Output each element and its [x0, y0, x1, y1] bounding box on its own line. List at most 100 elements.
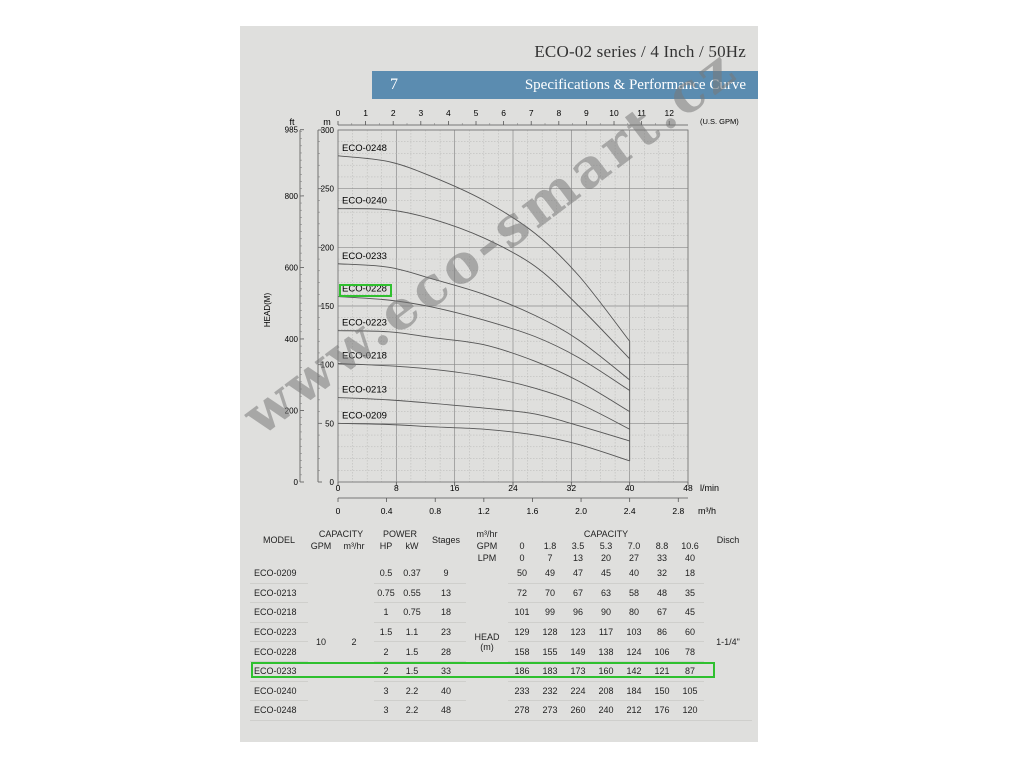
curve-label: ECO-0218	[342, 350, 387, 361]
head-value-cell: 240	[592, 700, 620, 721]
head-value-cell: 117	[592, 622, 620, 643]
head-value-cell: 155	[536, 641, 564, 662]
hp-cell: 0.75	[374, 583, 398, 604]
top-axis-unit: (U.S. GPM)	[700, 117, 739, 126]
head-value-cell: 78	[676, 641, 704, 662]
col-m3hr-header: m³/hr	[343, 541, 365, 551]
head-value-cell: 45	[592, 564, 620, 584]
m-tick-label: 300	[321, 126, 335, 135]
head-value-cell: 86	[648, 622, 676, 643]
col-kw-header: kW	[405, 541, 419, 551]
m-tick-label: 250	[321, 185, 335, 194]
disch-cell: 1-1/4"	[704, 564, 752, 721]
cap-lpm: 0	[519, 553, 525, 563]
table-row: ECO-0209 10 2 0.5 0.37 9 HEAD (m) 50 49 47 45 40 32 18…	[250, 564, 752, 721]
head-value-cell: 173	[564, 661, 592, 682]
head-value-cell: 87	[676, 661, 704, 682]
model-cell: ECO-0223	[250, 622, 308, 643]
head-value-cell: 186	[508, 661, 536, 682]
curve-label: ECO-0248	[342, 143, 387, 154]
curve-eco-0213	[337, 397, 630, 442]
hp-cell: 2	[374, 641, 398, 662]
cap-lpm: 33	[656, 553, 667, 563]
unit-lpm-label: LPM	[477, 553, 497, 563]
hp-cell: 3	[374, 681, 398, 702]
head-value-cell: 40	[620, 564, 648, 584]
head-value-cell: 121	[648, 661, 676, 682]
gpm-tick-label: 3	[418, 108, 423, 118]
table-row: ECO-0228 2 1.5 28 158 155 149 138 124 106 78	[250, 641, 752, 662]
head-value-cell: 60	[676, 622, 704, 643]
y-unit-m: m	[323, 117, 331, 127]
head-value-cell: 184	[620, 681, 648, 702]
curve-label: ECO-0223	[342, 318, 387, 329]
col-capacity2-header: CAPACITY	[583, 529, 629, 539]
head-value-cell: 72	[508, 583, 536, 604]
curve-eco-0240	[337, 208, 630, 360]
stages-cell: 40	[426, 681, 466, 702]
col-capacity-header: CAPACITY	[318, 529, 364, 539]
head-value-cell: 67	[648, 602, 676, 623]
lpm-tick-label: 32	[567, 483, 577, 493]
head-value-cell: 224	[564, 681, 592, 702]
ft-tick-label: 0	[294, 478, 299, 487]
stages-cell: 9	[426, 564, 466, 584]
col-model-header: MODEL	[262, 535, 295, 545]
gpm-tick-label: 2	[391, 108, 396, 118]
table-row: ECO-0240 3 2.2 40 233 232 224 208 184 150 105	[250, 681, 752, 702]
head-value-cell: 105	[676, 681, 704, 702]
gpm-tick-label: 7	[529, 108, 534, 118]
cap-gpm: 1.8	[543, 541, 557, 551]
table-row: ECO-0248 3 2.2 48 278 273 260 240 212 176 120	[250, 700, 752, 721]
gpm-tick-label: 6	[501, 108, 506, 118]
x-unit-m3h: m³/h	[698, 506, 716, 516]
ft-tick-label: 985	[285, 126, 299, 135]
hp-cell: 3	[374, 700, 398, 721]
gpm-tick-label: 10	[609, 108, 619, 118]
table-row: ECO-0218 1 0.75 18 101 99 96 90 80 67 45	[250, 602, 752, 623]
gpm-tick-label: 12	[664, 108, 674, 118]
m3h-tick-label: 0.4	[381, 506, 393, 516]
col-gpm-header: GPM	[310, 541, 332, 551]
head-value-cell: 120	[676, 700, 704, 721]
head-value-cell: 45	[676, 602, 704, 623]
head-value-cell: 50	[508, 564, 536, 584]
cap-lpm: 13	[572, 553, 583, 563]
m-tick-label: 200	[321, 243, 335, 252]
head-value-cell: 176	[648, 700, 676, 721]
lpm-tick-label: 16	[450, 483, 460, 493]
head-value-cell: 233	[508, 681, 536, 702]
section-banner: 7 Specifications & Performance Curve	[372, 71, 758, 99]
gpm-tick-label: 11	[637, 108, 646, 118]
hp-cell: 1	[374, 602, 398, 623]
kw-cell: 0.75	[398, 602, 426, 623]
head-unit: (m)	[480, 641, 494, 652]
curve-label: ECO-0228	[342, 284, 387, 295]
head-value-cell: 35	[676, 583, 704, 604]
cap-gpm: 5.3	[599, 541, 613, 551]
table-body: ECO-0209 10 2 0.5 0.37 9 HEAD (m) 50 49 47 45 40 32 18…	[250, 564, 752, 721]
head-value-cell: 32	[648, 564, 676, 584]
gpm-tick-label: 8	[556, 108, 561, 118]
ft-tick-label: 200	[285, 406, 299, 415]
y-unit-ft: ft	[289, 117, 295, 127]
curve-eco-0218	[337, 363, 630, 430]
chart-curves	[337, 155, 631, 462]
gpm-merged-cell: 10	[308, 564, 334, 721]
head-value-cell: 273	[536, 700, 564, 721]
head-value-cell: 149	[564, 641, 592, 662]
head-value-cell: 103	[620, 622, 648, 643]
cap-gpm: 3.5	[571, 541, 585, 551]
model-cell: ECO-0233	[250, 661, 308, 682]
col-disch-header: Disch	[716, 535, 740, 545]
cap-gpm: 8.8	[655, 541, 669, 551]
x-unit-lpm: l/min	[700, 483, 719, 493]
kw-cell: 0.55	[398, 583, 426, 604]
model-cell: ECO-0209	[250, 564, 308, 584]
head-value-cell: 47	[564, 564, 592, 584]
curve-label: ECO-0213	[342, 385, 387, 396]
model-cell: ECO-0248	[250, 700, 308, 721]
chart-curve-labels: ECO-0248 ECO-0240 ECO-0233 ECO-0228 ECO-0223…	[342, 143, 387, 422]
